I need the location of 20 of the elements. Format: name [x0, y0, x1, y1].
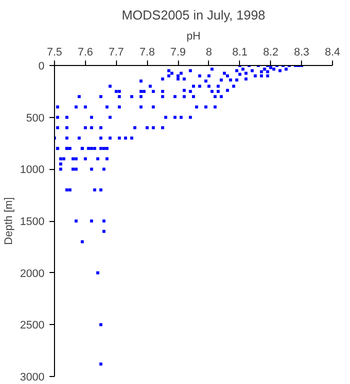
y-tick-label: 1500	[20, 216, 45, 228]
x-tick-label: 7.5	[46, 46, 62, 58]
y-tick-label: 3000	[20, 372, 45, 384]
x-tick-label: 8.2	[263, 46, 278, 58]
y-tick-label: 2000	[20, 268, 45, 280]
x-tick-label: 7.7	[108, 46, 124, 58]
x-tick-label: 8	[206, 46, 212, 58]
x-axis-title: pH	[186, 30, 201, 42]
x-tick-label: 8.4	[324, 46, 340, 58]
chart-title: MODS2005 in July, 1998	[122, 8, 266, 22]
y-tick-label: 500	[26, 112, 45, 124]
x-tick-label: 7.8	[140, 46, 155, 58]
y-tick-label: 1000	[20, 164, 45, 176]
y-tick-label: 2500	[20, 320, 45, 332]
x-tick-label: 8.3	[294, 46, 310, 58]
x-tick-label: 7.9	[170, 46, 186, 58]
x-tick-label: 7.6	[78, 46, 94, 58]
y-tick-label: 0	[38, 60, 45, 72]
y-axis-title: Depth [m]	[3, 197, 16, 245]
x-tick-label: 8.1	[232, 46, 248, 58]
